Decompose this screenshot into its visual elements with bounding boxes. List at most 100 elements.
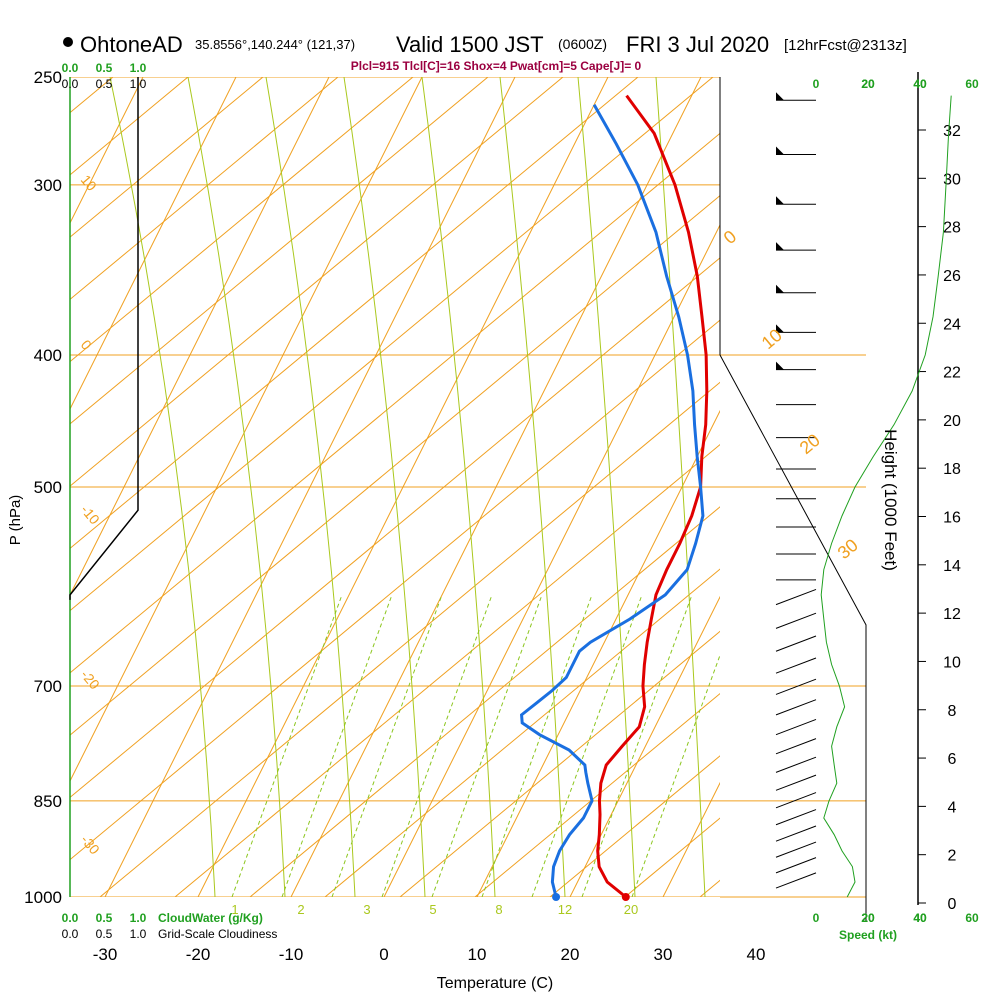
- moist-adiabat-line: [343, 77, 426, 897]
- wind-barb-flag: [776, 361, 784, 370]
- dry-adiabat-line: [70, 77, 489, 425]
- wind-barb-flag: [776, 146, 784, 155]
- cloud-axis-tick-label: 0.5: [96, 61, 113, 75]
- isotherm-label: 0: [78, 337, 95, 353]
- pressure-tick-label: 700: [34, 677, 62, 696]
- valid-zulu: (0600Z): [558, 36, 607, 52]
- forecast-date: FRI 3 Jul 2020: [626, 32, 769, 57]
- dry-adiabat-line: [70, 77, 564, 487]
- valid-time: Valid 1500 JST: [396, 32, 544, 57]
- temperature-surface-marker: [621, 893, 630, 901]
- theta-label: 10: [758, 325, 786, 353]
- mixing-ratio-line: [581, 594, 693, 897]
- pressure-tick-label: 400: [34, 346, 62, 365]
- cloudwater-label: CloudWater (g/Kg): [158, 911, 263, 925]
- chart-grid: [0, 0, 1000, 898]
- profile-series: [519, 94, 709, 901]
- wind-barb: [775, 719, 817, 736]
- height-axis-label: 6: [948, 751, 957, 768]
- station-location: 35.8556°,140.244° (121,37): [195, 37, 355, 52]
- height-axis-label: 16: [943, 510, 961, 527]
- isotherm-label: 10: [78, 172, 100, 194]
- wind-barb-flag: [776, 196, 784, 205]
- speed-axis-tick-label: 0: [813, 77, 820, 91]
- wind-barb: [775, 872, 817, 889]
- mixing-ratio-label: 3: [363, 902, 370, 917]
- temperature-tick-label: 10: [468, 945, 487, 964]
- cloud-axis-tick-label: 1.0: [130, 927, 147, 941]
- cloud-axis-tick-label: 0.0: [62, 911, 79, 925]
- cloud-axis-tick-label: 0.0: [62, 61, 79, 75]
- station-name: OhtoneAD: [80, 32, 183, 57]
- dry-adiabat-line: [0, 0, 350, 897]
- isotherm-label: -20: [78, 667, 103, 693]
- height-axis-label: 30: [943, 171, 961, 188]
- cloud-axis-tick-label: 0.0: [62, 77, 79, 91]
- wind-barb: [775, 738, 817, 755]
- isotherm-line: [70, 77, 330, 597]
- height-axis-label: 10: [943, 654, 961, 671]
- wind-barb: [775, 657, 817, 674]
- wind-barb: [775, 699, 817, 716]
- wind-barb-flag: [776, 324, 784, 333]
- height-axis-label: 24: [943, 316, 961, 333]
- dry-adiabat-line: [174, 444, 720, 897]
- isotherm-line: [104, 77, 516, 897]
- speed-axis-tick-label: 20: [861, 911, 875, 925]
- wind-barb: [775, 756, 817, 773]
- moist-adiabat-line: [109, 77, 216, 897]
- temperature-tick-label: -30: [93, 945, 118, 964]
- moist-adiabat-line: [187, 77, 286, 897]
- dry-adiabat-line: [70, 257, 720, 799]
- dry-adiabat-line: [324, 568, 720, 897]
- cloud-axis-tick-label: 0.5: [96, 927, 113, 941]
- cloud-axis-tick-label: 0.5: [96, 77, 113, 91]
- isotherm-line: [70, 77, 144, 225]
- theta-label: 30: [834, 535, 862, 563]
- cloud-axis-tick-label: 1.0: [130, 61, 147, 75]
- height-axis-label: 32: [943, 123, 961, 140]
- temperature-tick-label: 40: [747, 945, 766, 964]
- theta-label: 20: [796, 430, 824, 458]
- speed-axis-tick-label: 60: [965, 77, 979, 91]
- moist-adiabat-line: [655, 77, 706, 897]
- wind-barb: [775, 678, 817, 695]
- dry-adiabat-line: [70, 77, 189, 176]
- cloud-axis-tick-label: 1.0: [130, 77, 147, 91]
- dry-adiabat-line: [70, 77, 714, 612]
- mixing-ratio-label: 1: [231, 902, 238, 917]
- temperature-line: [596, 94, 709, 899]
- height-axis-label: 28: [943, 220, 961, 237]
- forecast-info: [12hrFcst@2313z]: [784, 37, 907, 54]
- speed-axis-tick-label: 20: [861, 77, 875, 91]
- height-axis-label: 26: [943, 268, 961, 285]
- dry-adiabat-line: [249, 506, 720, 897]
- wind-barb: [775, 774, 817, 791]
- mixing-ratio-line: [281, 594, 393, 897]
- dry-adiabat-line: [70, 319, 720, 861]
- wind-speed-curve: [820, 95, 952, 898]
- speed-axis-title: Speed (kt): [839, 928, 897, 942]
- wind-barb: [775, 588, 817, 606]
- wind-barb: [775, 792, 817, 809]
- mixing-ratio-line: [481, 594, 593, 897]
- temperature-tick-label: -10: [279, 945, 304, 964]
- speed-axis-tick-label: 40: [913, 911, 927, 925]
- moist-adiabat-line: [421, 77, 496, 897]
- pressure-tick-label: 300: [34, 176, 62, 195]
- isotherm-line: [849, 77, 1000, 897]
- dry-adiabat-line: [850, 0, 1000, 897]
- height-axis-label: 14: [943, 558, 961, 575]
- wind-barb: [775, 857, 817, 874]
- x-axis-title: Temperature (C): [437, 975, 553, 992]
- speed-axis-tick-label: 40: [913, 77, 927, 91]
- mixing-ratio-label: 2: [297, 902, 304, 917]
- temperature-tick-label: 30: [654, 945, 673, 964]
- cloud-axis-tick-label: 0.0: [62, 927, 79, 941]
- wind-barb: [775, 809, 817, 826]
- cloudiness-profile: [69, 77, 139, 600]
- speed-axis-tick-label: 0: [813, 911, 820, 925]
- wind-barb: [775, 825, 817, 842]
